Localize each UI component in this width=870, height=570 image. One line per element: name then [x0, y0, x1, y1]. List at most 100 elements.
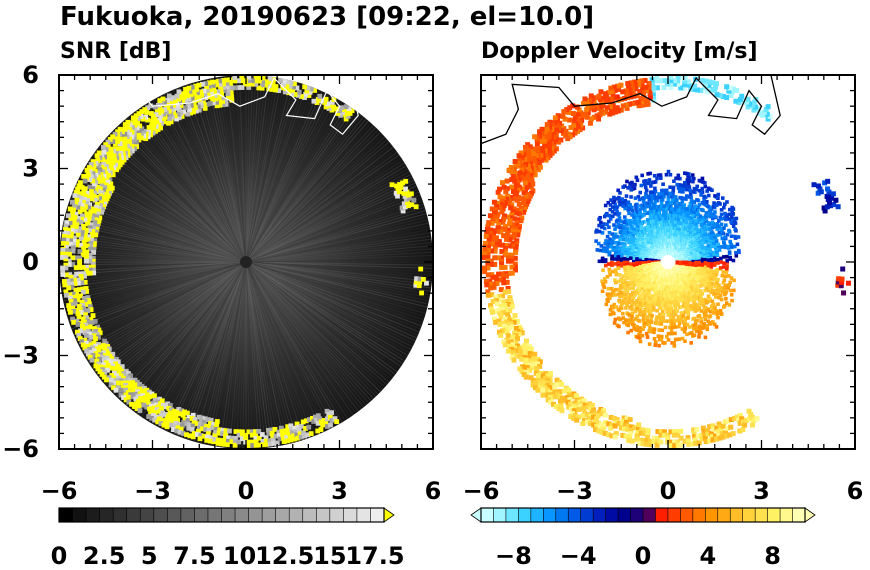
snr-ray-texture: [59, 75, 433, 449]
colorbar-swatch: [530, 507, 544, 523]
colorbar-swatch: [207, 507, 223, 523]
doppler-colorbar: [470, 507, 816, 523]
colorbar-swatch: [370, 507, 385, 523]
colorbar-swatch: [667, 507, 681, 523]
doppler-panel-title: Doppler Velocity [m/s]: [481, 39, 758, 64]
x-tick-label: 6: [847, 477, 864, 505]
colorbar-swatch: [315, 507, 331, 523]
colorbar-swatch: [742, 507, 756, 523]
x-tick-label: 3: [331, 477, 348, 505]
colorbar-swatch: [729, 507, 744, 523]
colorbar-swatch: [767, 507, 781, 523]
colorbar-tick-label: 0: [51, 542, 68, 570]
colorbar-tick-label: 15: [313, 542, 346, 570]
colorbar-swatch: [754, 507, 769, 523]
x-tick-label: 6: [425, 477, 442, 505]
doppler-radar-center: [661, 255, 675, 269]
colorbar-swatch: [642, 507, 657, 523]
colorbar-swatch: [705, 507, 719, 523]
colorbar-swatch: [792, 507, 806, 523]
figure-title: Fukuoka, 20190623 [09:22, el=10.0]: [60, 2, 594, 32]
snr-panel-title: SNR [dB]: [60, 39, 171, 64]
colorbar-swatch: [555, 507, 569, 523]
colorbar-swatch: [72, 507, 87, 523]
colorbar-tick-label: 5: [141, 542, 158, 570]
colorbar-tick-label: 2.5: [83, 542, 126, 570]
colorbar-tick-label: −8: [495, 542, 532, 570]
y-tick-label: −6: [2, 435, 39, 463]
x-tick-label: 0: [660, 477, 677, 505]
colorbar-swatch: [543, 507, 557, 523]
y-tick-label: −3: [2, 342, 39, 370]
colorbar-frame: [480, 507, 806, 523]
snr-coastline: [59, 75, 359, 145]
colorbar-tick-label: −4: [560, 542, 597, 570]
snr-echo-layer: [60, 75, 429, 448]
doppler-panel: Doppler Velocity [m/s] −6 −3 0 3 6: [463, 39, 864, 505]
colorbar-swatch: [194, 507, 209, 523]
colorbar-tick-label: 10: [223, 542, 256, 570]
colorbar-swatch: [221, 507, 236, 523]
colorbar-swatch: [356, 507, 372, 523]
colorbar-swatch: [505, 507, 519, 523]
colorbar-swatch: [493, 507, 507, 523]
y-tick-label: 6: [22, 61, 39, 89]
doppler-coastline: [481, 75, 781, 145]
colorbar-swatch: [605, 507, 619, 523]
colorbar-tick-label: 0: [635, 542, 652, 570]
colorbar-swatch: [99, 507, 114, 523]
snr-y-tick-labels: −6 −3 0 3 6: [2, 61, 39, 463]
colorbar-swatch: [518, 507, 532, 523]
colorbar-swatch: [630, 507, 644, 523]
colorbar-extend-max: [383, 507, 395, 523]
colorbar-tick-label: 17.5: [345, 542, 404, 570]
colorbar-swatch: [655, 507, 669, 523]
snr-colorbar: [58, 507, 395, 523]
colorbar-swatch: [234, 507, 250, 523]
colorbar-swatch: [592, 507, 607, 523]
colorbar-swatch: [167, 507, 182, 523]
colorbar-swatch: [480, 507, 495, 523]
colorbar-swatch: [275, 507, 290, 523]
doppler-colorbar-labels: −8 −4 0 4 8: [495, 542, 781, 570]
colorbar-tick-label: 8: [764, 542, 781, 570]
colorbar-swatch: [343, 507, 358, 523]
colorbar-extend-min: [470, 507, 482, 523]
y-tick-label: 3: [22, 154, 39, 182]
colorbar-swatch: [680, 507, 694, 523]
x-tick-label: −3: [556, 477, 593, 505]
colorbar-swatch: [85, 507, 101, 523]
x-tick-label: 0: [238, 477, 255, 505]
colorbar-swatch: [692, 507, 706, 523]
colorbar-swatch: [779, 507, 794, 523]
colorbar-swatch: [153, 507, 168, 523]
x-tick-label: −6: [463, 477, 500, 505]
colorbar-swatch: [126, 507, 141, 523]
snr-axis-ticks: [58, 74, 434, 450]
colorbar-tick-label: 4: [699, 542, 716, 570]
x-tick-label: 3: [753, 477, 770, 505]
doppler-axis-ticks: [480, 74, 856, 450]
colorbar-swatch: [261, 507, 277, 523]
colorbar-swatch: [617, 507, 632, 523]
colorbar-swatch: [717, 507, 731, 523]
colorbar-frame: [58, 507, 385, 523]
x-tick-label: −3: [134, 477, 171, 505]
colorbar-swatch: [139, 507, 155, 523]
colorbar-swatch: [580, 507, 594, 523]
snr-panel: SNR [dB] −6 −3 0 3 6 −6 −3 0 3 6: [2, 39, 441, 505]
colorbar-swatch: [329, 507, 344, 523]
colorbar-tick-label: 7.5: [173, 542, 216, 570]
y-tick-label: 0: [22, 248, 39, 276]
colorbar-extend-max: [804, 507, 816, 523]
colorbar-swatch: [112, 507, 128, 523]
colorbar-swatch: [248, 507, 263, 523]
x-tick-label: −6: [41, 477, 78, 505]
doppler-x-tick-labels: −6 −3 0 3 6: [463, 477, 864, 505]
doppler-echo-layer: [481, 75, 851, 449]
colorbar-swatch: [58, 507, 74, 523]
snr-radar-center: [240, 256, 252, 268]
colorbar-swatch: [180, 507, 196, 523]
